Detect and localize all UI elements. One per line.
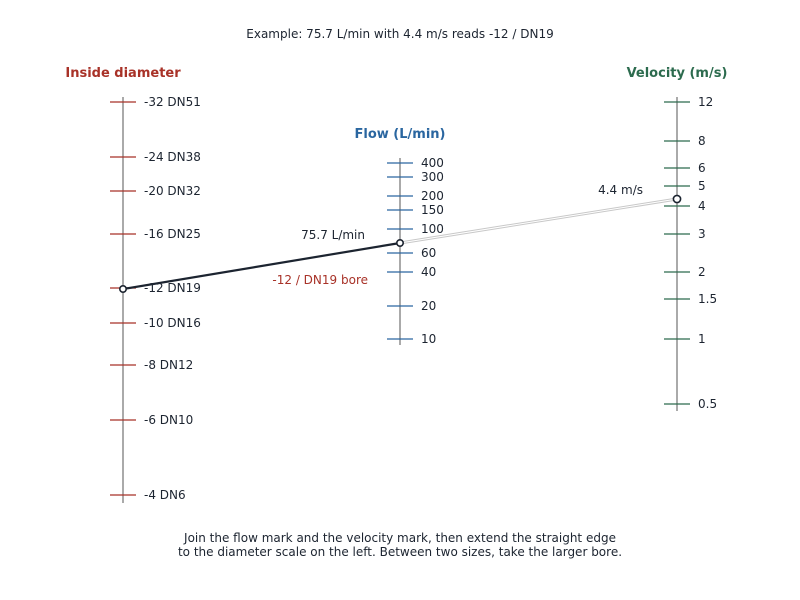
velocity-tick-label: 3 bbox=[698, 227, 706, 241]
flow-tick-label: 60 bbox=[421, 246, 436, 260]
diameter-tick-label: -12 DN19 bbox=[144, 281, 201, 295]
velocity-tick-label: 4 bbox=[698, 199, 706, 213]
velocity-tick-label: 12 bbox=[698, 95, 713, 109]
flow-scale-title: Flow (L/min) bbox=[355, 127, 446, 142]
flow-tick-label: 200 bbox=[421, 189, 444, 203]
velocity-scale-title: Velocity (m/s) bbox=[627, 66, 728, 81]
velocity-example-label: 4.4 m/s bbox=[598, 183, 643, 197]
velocity-tick-label: 1 bbox=[698, 332, 706, 346]
flow-tick-label: 400 bbox=[421, 156, 444, 170]
velocity-tick-label: 6 bbox=[698, 161, 706, 175]
diameter-tick-label: -24 DN38 bbox=[144, 150, 201, 164]
diameter-tick-label: -32 DN51 bbox=[144, 95, 201, 109]
velocity-tick-label: 1.5 bbox=[698, 292, 717, 306]
velocity-ticks: 12 8 6 5 4 3 2 1.5 1 0.5 bbox=[664, 95, 717, 411]
flow-tick-label: 300 bbox=[421, 170, 444, 184]
velocity-tick-label: 5 bbox=[698, 179, 706, 193]
diameter-tick-label: -6 DN10 bbox=[144, 413, 193, 427]
velocity-tick-label: 0.5 bbox=[698, 397, 717, 411]
flow-example-label: 75.7 L/min bbox=[301, 228, 365, 242]
flow-tick-label: 10 bbox=[421, 332, 436, 346]
diameter-ticks: -32 DN51 -24 DN38 -20 DN32 -16 DN25 -12 DN19… bbox=[110, 95, 201, 502]
diameter-scale-title: Inside diameter bbox=[65, 66, 181, 81]
diameter-tick-label: -8 DN12 bbox=[144, 358, 193, 372]
flow-tick-label: 100 bbox=[421, 222, 444, 236]
flow-tick-label: 40 bbox=[421, 265, 436, 279]
example-caption: Example: 75.7 L/min with 4.4 m/s reads -… bbox=[246, 27, 553, 41]
diameter-tick-label: -10 DN16 bbox=[144, 316, 201, 330]
instructions-line-2: to the diameter scale on the left. Betwe… bbox=[178, 545, 622, 559]
diameter-result-marker bbox=[119, 284, 128, 293]
diameter-tick-label: -20 DN32 bbox=[144, 184, 201, 198]
flow-tick-label: 150 bbox=[421, 203, 444, 217]
straightedge-extension-core bbox=[399, 198, 678, 244]
result-label: -12 / DN19 bore bbox=[272, 273, 368, 287]
velocity-tick-label: 8 bbox=[698, 134, 706, 148]
reading-line bbox=[122, 241, 401, 291]
flow-tick-label: 20 bbox=[421, 299, 436, 313]
instructions-line-1: Join the flow mark and the velocity mark… bbox=[183, 531, 616, 545]
velocity-example-marker bbox=[672, 194, 682, 204]
velocity-tick-label: 2 bbox=[698, 265, 706, 279]
flow-example-marker bbox=[395, 239, 404, 248]
diameter-tick-label: -16 DN25 bbox=[144, 227, 201, 241]
diameter-tick-label: -4 DN6 bbox=[144, 488, 186, 502]
